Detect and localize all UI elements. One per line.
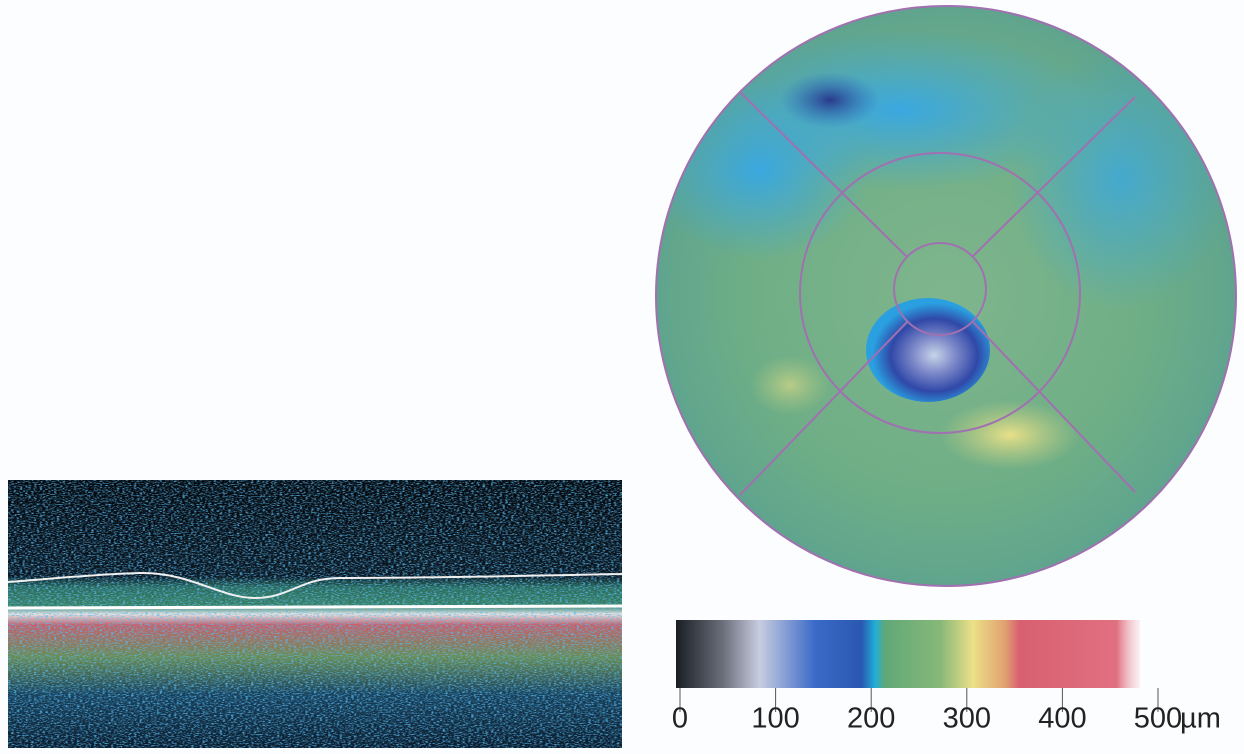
- tick-label: 200: [847, 703, 895, 735]
- tick-label: 500: [1134, 703, 1182, 735]
- oct-speckle: [8, 480, 622, 748]
- rpe-boundary: [8, 606, 622, 608]
- tick-label: 300: [943, 703, 991, 735]
- oct-scan: [8, 480, 622, 748]
- tick-label: 400: [1038, 703, 1086, 735]
- unit-label: µm: [1180, 703, 1221, 735]
- color-scale-bar: [676, 620, 1140, 688]
- thickness-map: [650, 6, 1236, 586]
- tick-label: 0: [672, 703, 688, 735]
- tick-label: 100: [751, 703, 799, 735]
- figure: 0 100 200 300 400 500µm: [0, 0, 1244, 754]
